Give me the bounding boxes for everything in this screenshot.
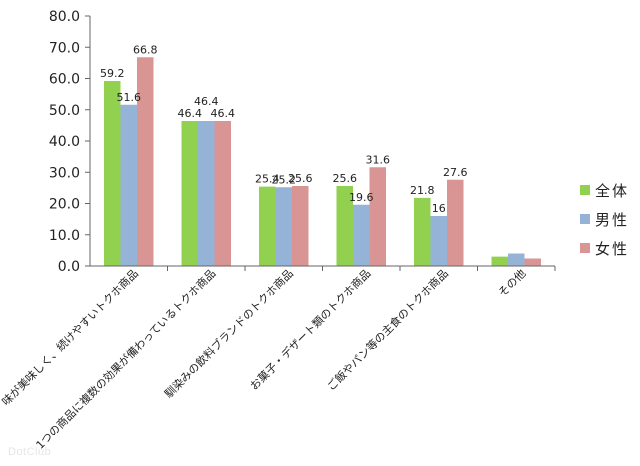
y-tick-label: 70.0 [49, 40, 80, 56]
data-label: 59.2 [100, 67, 125, 80]
bar-男性-0 [120, 104, 137, 266]
legend-label-男性: 男性 [595, 211, 629, 229]
x-tick-label: お菓子・デザート類のトクホ商品 [247, 266, 374, 393]
y-tick-label: 80.0 [49, 9, 80, 25]
legend-swatch-男性 [580, 214, 590, 224]
y-tick-label: 40.0 [49, 134, 80, 150]
y-tick-label: 30.0 [49, 165, 80, 181]
legend-swatch-全体 [580, 185, 590, 195]
x-tick-label: その他 [496, 267, 529, 300]
bar-全体-4 [414, 197, 431, 267]
bar-女性-4 [447, 179, 464, 266]
bar-女性-0 [137, 57, 154, 266]
bar-全体-3 [336, 186, 353, 266]
y-tick-label: 50.0 [49, 103, 80, 119]
bar-全体-1 [181, 121, 198, 266]
data-label: 66.8 [133, 43, 158, 56]
y-tick-label: 60.0 [49, 72, 80, 88]
data-label: 46.4 [178, 107, 203, 120]
data-label: 25.6 [333, 172, 358, 185]
bar-男性-4 [430, 216, 447, 266]
bar-男性-1 [198, 121, 215, 266]
data-label: 46.4 [211, 107, 236, 120]
bar-全体-5 [491, 256, 508, 267]
data-label: 31.6 [366, 153, 391, 166]
data-label: 25.6 [288, 172, 313, 185]
data-label: 25.2 [272, 173, 297, 186]
x-tick-label: 1つの商品に複数の効果が備わっているトクホ商品 [33, 266, 219, 452]
data-label: 51.6 [117, 91, 142, 104]
legend-label-女性: 女性 [595, 240, 629, 258]
data-label: 46.4 [194, 95, 219, 108]
y-tick-label: 20.0 [49, 197, 80, 213]
x-tick-label: 味が美味しく、続けやすいトクホ商品 [0, 266, 141, 408]
y-tick-label: 10.0 [49, 228, 80, 244]
data-label: 16 [432, 202, 446, 215]
bar-男性-5 [508, 253, 525, 266]
bar-全体-0 [104, 81, 121, 266]
bar-女性-1 [214, 121, 231, 266]
x-tick-label: 馴染みの飲料ブランドのトクホ商品 [162, 266, 296, 400]
data-label: 27.6 [443, 166, 468, 179]
legend-swatch-女性 [580, 243, 590, 253]
bar-女性-5 [524, 258, 541, 266]
bar-女性-2 [292, 186, 309, 266]
watermark-text: DotClub [8, 446, 52, 458]
bar-女性-3 [369, 167, 386, 266]
data-label: 19.6 [349, 191, 374, 204]
bar-全体-2 [259, 186, 276, 267]
legend-label-全体: 全体 [595, 182, 629, 200]
data-label: 21.8 [410, 184, 435, 197]
x-tick-label: ご飯やパン等の主食のトクホ商品 [324, 266, 451, 393]
data-label: 25.4 [255, 173, 280, 186]
bar-男性-2 [275, 187, 292, 266]
bar-男性-3 [353, 204, 370, 266]
y-tick-label: 0.0 [58, 259, 80, 275]
